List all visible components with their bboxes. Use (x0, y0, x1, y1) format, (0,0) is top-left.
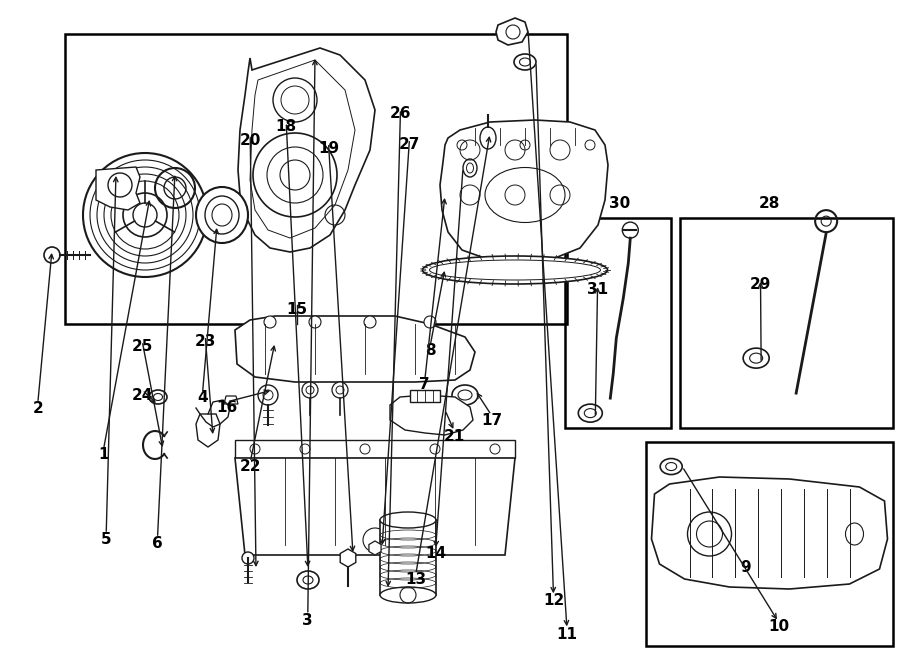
Circle shape (273, 78, 317, 122)
Bar (646, 442, 893, 646)
Text: 14: 14 (425, 547, 446, 561)
Circle shape (44, 247, 60, 263)
Ellipse shape (452, 385, 478, 405)
Text: 15: 15 (286, 302, 308, 317)
Ellipse shape (422, 256, 608, 284)
Ellipse shape (196, 187, 248, 243)
Ellipse shape (380, 512, 436, 528)
Bar (235, 440, 515, 458)
Ellipse shape (480, 127, 496, 149)
Bar (65, 34, 567, 324)
Circle shape (253, 133, 337, 217)
Text: 20: 20 (239, 133, 261, 147)
Text: 6: 6 (152, 536, 163, 551)
Text: 30: 30 (608, 196, 630, 211)
Circle shape (264, 316, 276, 328)
Text: 26: 26 (390, 106, 411, 121)
Polygon shape (340, 549, 356, 567)
Bar (680, 218, 893, 428)
Circle shape (302, 382, 318, 398)
Text: 1: 1 (98, 447, 109, 462)
Circle shape (424, 316, 436, 328)
Text: 11: 11 (556, 627, 578, 642)
Circle shape (332, 382, 348, 398)
Text: 9: 9 (740, 560, 751, 574)
Polygon shape (235, 458, 515, 555)
Circle shape (258, 385, 278, 405)
Polygon shape (196, 414, 220, 447)
Circle shape (242, 552, 254, 564)
Text: 17: 17 (481, 413, 502, 428)
Text: 4: 4 (197, 390, 208, 405)
Text: 2: 2 (32, 401, 43, 416)
Circle shape (622, 222, 638, 238)
Circle shape (688, 512, 732, 556)
Text: 3: 3 (302, 613, 313, 627)
Polygon shape (440, 120, 608, 262)
Text: 21: 21 (444, 429, 465, 444)
Polygon shape (369, 541, 381, 555)
Polygon shape (235, 316, 475, 382)
Text: 12: 12 (543, 593, 564, 607)
Bar (410, 390, 440, 402)
Text: 10: 10 (768, 619, 789, 634)
Circle shape (309, 316, 321, 328)
Text: 31: 31 (587, 282, 608, 297)
Text: 13: 13 (405, 572, 427, 586)
Ellipse shape (380, 587, 436, 603)
Polygon shape (652, 477, 887, 589)
Text: 18: 18 (275, 120, 297, 134)
Text: 25: 25 (131, 339, 153, 354)
Text: 22: 22 (239, 459, 261, 474)
Text: 23: 23 (194, 334, 216, 348)
Text: 19: 19 (318, 141, 339, 155)
Polygon shape (224, 396, 238, 404)
Text: 29: 29 (750, 277, 771, 292)
Circle shape (364, 316, 376, 328)
Text: 5: 5 (101, 532, 112, 547)
Polygon shape (238, 48, 375, 252)
Polygon shape (96, 167, 140, 210)
Text: 7: 7 (419, 377, 430, 392)
Bar (380, 520, 436, 595)
Bar (565, 218, 671, 428)
Polygon shape (390, 395, 473, 435)
Text: 16: 16 (216, 400, 238, 414)
Text: 28: 28 (759, 196, 780, 211)
Text: 24: 24 (131, 388, 153, 403)
Polygon shape (496, 18, 528, 45)
Text: 8: 8 (425, 343, 436, 358)
Text: 27: 27 (399, 137, 420, 151)
